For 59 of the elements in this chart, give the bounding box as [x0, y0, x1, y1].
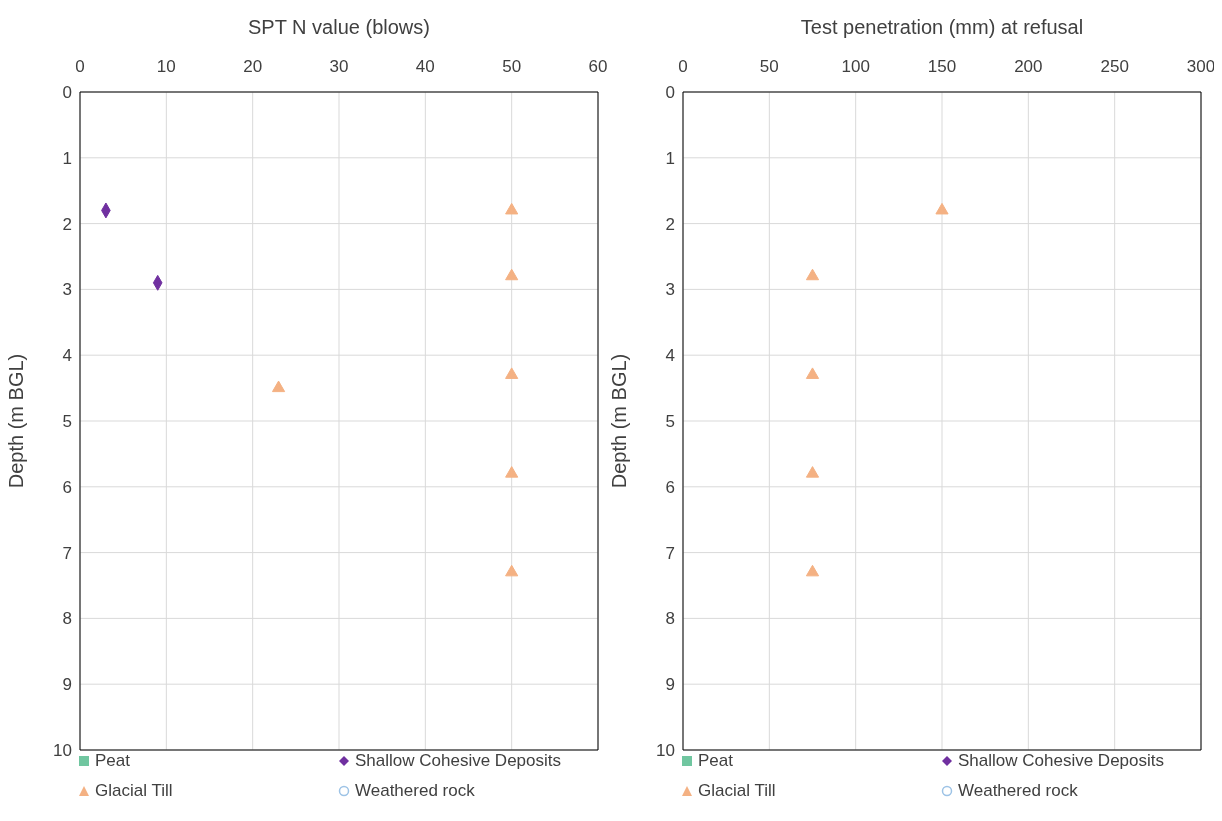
x-tick-label: 250 [1100, 57, 1129, 76]
y-tick-label: 7 [62, 543, 72, 563]
y-axis-title: Depth (m BGL) [608, 353, 631, 489]
x-tick-label: 30 [329, 57, 349, 76]
x-axis-title: SPT N value (blows) [248, 16, 430, 39]
x-tick-label: 50 [502, 57, 522, 76]
x-tick-label: 150 [927, 57, 957, 76]
legend-label: Peat [698, 751, 733, 771]
x-tick-label: 60 [588, 57, 608, 76]
point [505, 564, 519, 577]
y-tick-label: 8 [62, 609, 72, 629]
x-tick-label: 50 [759, 57, 779, 76]
x-tick-label: 200 [1014, 57, 1043, 76]
x-tick-label: 10 [156, 57, 176, 76]
x-tick-label: 0 [75, 57, 85, 76]
legend-label: Weathered rock [958, 781, 1078, 801]
x-tick-label: 300 [1186, 57, 1216, 76]
y-tick-label: 6 [665, 477, 675, 497]
y-tick-label: 4 [665, 346, 675, 366]
y-tick-label: 10 [53, 741, 72, 761]
y-axis-title: Depth (m BGL) [5, 353, 28, 489]
point [271, 380, 286, 393]
y-tick-label: 9 [665, 675, 675, 695]
y-tick-label: 10 [656, 741, 675, 761]
point [805, 564, 820, 577]
y-tick-label: 4 [62, 346, 72, 366]
y-tick-label: 5 [665, 412, 675, 432]
y-tick-label: 5 [62, 412, 72, 432]
point [505, 466, 519, 478]
legend-label: Peat [95, 751, 130, 771]
x-tick-label: 0 [678, 57, 688, 76]
point [505, 268, 519, 281]
y-tick-label: 2 [62, 214, 72, 234]
point [805, 466, 820, 478]
legend-label: Glacial Till [95, 781, 173, 801]
point [505, 367, 519, 379]
y-tick-label: 9 [62, 675, 72, 695]
legend-label: Shallow Cohesive Deposits [958, 751, 1164, 771]
legend-label: Shallow Cohesive Deposits [355, 751, 561, 771]
x-tick-label: 40 [415, 57, 435, 76]
x-tick-label: 20 [243, 57, 263, 76]
legend-label: Weathered rock [355, 781, 475, 801]
y-tick-label: 2 [665, 214, 675, 234]
x-axis-title: Test penetration (mm) at refusal [800, 16, 1084, 39]
y-tick-label: 0 [665, 83, 675, 103]
y-tick-label: 6 [62, 477, 72, 497]
point [805, 268, 820, 281]
point [935, 202, 949, 215]
y-tick-label: 0 [62, 83, 72, 103]
y-tick-label: 3 [665, 280, 675, 300]
point [805, 367, 820, 379]
y-tick-label: 1 [665, 148, 675, 168]
y-tick-label: 1 [62, 148, 72, 168]
y-tick-label: 3 [62, 280, 72, 300]
y-tick-label: 8 [665, 609, 675, 629]
point [505, 202, 519, 215]
y-tick-label: 7 [665, 543, 675, 563]
x-tick-label: 100 [841, 57, 870, 76]
legend-label: Glacial Till [698, 781, 776, 801]
